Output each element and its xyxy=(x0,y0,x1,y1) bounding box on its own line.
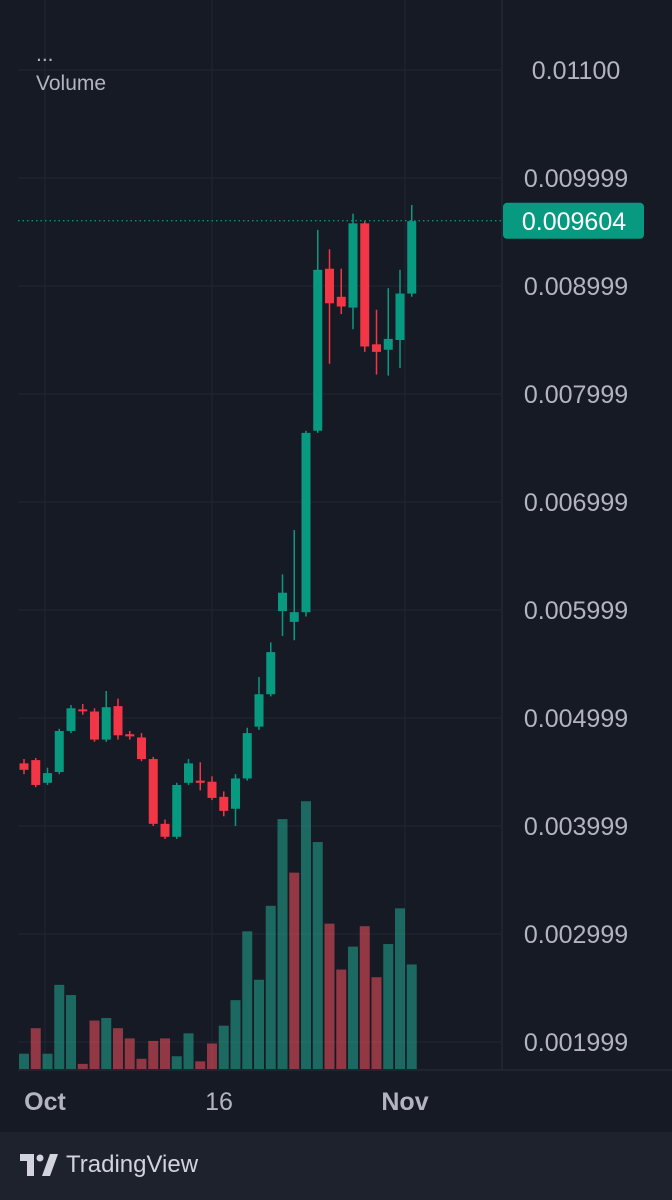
volume-bar[interactable] xyxy=(195,1061,206,1069)
y-tick-label: 0.01100 xyxy=(532,57,621,85)
candle-body[interactable] xyxy=(395,293,405,340)
candle-body[interactable] xyxy=(336,296,346,307)
candle-body[interactable] xyxy=(231,778,240,809)
candle-body[interactable] xyxy=(383,338,393,350)
y-tick-label: 0.002999 xyxy=(524,921,628,949)
time-axis[interactable] xyxy=(0,1070,672,1132)
volume-bar[interactable] xyxy=(42,1053,53,1069)
candle-body[interactable] xyxy=(172,784,182,837)
candle-body[interactable] xyxy=(219,796,229,811)
y-tick-label: 0.007999 xyxy=(524,381,628,409)
y-tick-label: 0.004999 xyxy=(524,705,628,733)
candle-body[interactable] xyxy=(19,763,29,770)
volume-bar[interactable] xyxy=(265,905,276,1069)
legend: ... Volume xyxy=(36,40,106,99)
volume-bar[interactable] xyxy=(312,842,323,1069)
footer-bar xyxy=(0,1132,672,1200)
candle-body[interactable] xyxy=(360,223,370,347)
volume-bar[interactable] xyxy=(136,1058,147,1069)
volume-bar[interactable] xyxy=(336,969,347,1069)
volume-bar[interactable] xyxy=(101,1018,112,1069)
volume-bar[interactable] xyxy=(54,984,65,1069)
candle-body[interactable] xyxy=(101,707,111,740)
volume-bar[interactable] xyxy=(207,1043,217,1070)
volume-bar[interactable] xyxy=(242,931,253,1069)
tradingview-label: TradingView xyxy=(66,1151,199,1178)
candle-body[interactable] xyxy=(113,706,123,736)
candle-body[interactable] xyxy=(254,694,264,727)
tradingview-logo-icon xyxy=(20,1154,58,1176)
volume-bar[interactable] xyxy=(359,926,370,1069)
volume-label: Volume xyxy=(36,72,107,96)
x-tick-label: 16 xyxy=(205,1088,233,1116)
y-tick-label: 0.008999 xyxy=(524,273,628,301)
volume-bar[interactable] xyxy=(395,908,405,1069)
volume-bar[interactable] xyxy=(254,979,264,1069)
candle-body[interactable] xyxy=(325,268,334,304)
candle-body[interactable] xyxy=(31,760,41,785)
candle-body[interactable] xyxy=(301,432,311,613)
volume-bar[interactable] xyxy=(77,1063,88,1069)
volume-bar[interactable] xyxy=(66,995,76,1069)
y-tick-label: 0.006999 xyxy=(524,489,628,517)
y-tick-label: 0.005999 xyxy=(524,597,628,625)
candle-body[interactable] xyxy=(372,344,381,352)
volume-bar[interactable] xyxy=(218,1025,229,1069)
volume-bar[interactable] xyxy=(324,923,335,1069)
volume-bar[interactable] xyxy=(160,1038,170,1069)
price-axis[interactable] xyxy=(502,0,672,1132)
volume-bar[interactable] xyxy=(171,1056,182,1069)
candle-body[interactable] xyxy=(207,781,217,798)
volume-bar[interactable] xyxy=(19,1053,29,1069)
volume-bar[interactable] xyxy=(348,946,358,1069)
candle-body[interactable] xyxy=(313,269,323,431)
candle-body[interactable] xyxy=(90,711,99,740)
volume-bar[interactable] xyxy=(406,964,417,1069)
candle-body[interactable] xyxy=(137,737,146,760)
legend-ellipsis[interactable]: ... xyxy=(36,43,54,66)
candle-body[interactable] xyxy=(66,708,76,731)
volume-bar[interactable] xyxy=(371,977,382,1069)
volume-bar[interactable] xyxy=(148,1040,159,1069)
candle-body[interactable] xyxy=(148,759,158,824)
last-price-tag xyxy=(503,202,644,239)
candle-body[interactable] xyxy=(407,221,417,294)
y-tick-label: 0.009999 xyxy=(524,165,628,193)
candle-body[interactable] xyxy=(278,592,287,612)
volume-bar[interactable] xyxy=(383,944,394,1069)
volume-bar[interactable] xyxy=(124,1038,135,1069)
candle-body[interactable] xyxy=(266,652,276,695)
candle-body[interactable] xyxy=(348,223,358,308)
y-tick-label: 0.001999 xyxy=(524,1029,628,1057)
candle-body[interactable] xyxy=(125,734,135,737)
candle-body[interactable] xyxy=(78,709,88,712)
volume-bar[interactable] xyxy=(230,1000,241,1069)
y-tick-label: 0.003999 xyxy=(524,813,628,841)
volume-bar[interactable] xyxy=(289,872,300,1069)
chart-svg[interactable]: 0.01100 0.009999 0.008999 0.007999 0.006999 0… xyxy=(0,0,672,1132)
volume-bar[interactable] xyxy=(113,1028,123,1069)
candle-body[interactable] xyxy=(54,730,64,772)
candle-body[interactable] xyxy=(242,733,252,779)
volume-bar[interactable] xyxy=(277,819,288,1069)
volume-bar[interactable] xyxy=(183,1033,194,1069)
candle-body[interactable] xyxy=(195,780,205,783)
x-tick-label: Oct xyxy=(24,1088,66,1116)
volume-bar[interactable] xyxy=(30,1028,41,1069)
candle-body[interactable] xyxy=(184,763,193,783)
volume-bar[interactable] xyxy=(89,1020,100,1069)
x-tick-label: Nov xyxy=(381,1088,428,1116)
candle-body[interactable] xyxy=(160,823,170,837)
last-price-tag-label: 0.009604 xyxy=(522,208,626,236)
volume-bar[interactable] xyxy=(301,801,311,1069)
tradingview-brand[interactable]: TradingView xyxy=(20,1151,198,1179)
candle-body[interactable] xyxy=(43,773,52,783)
candle-body[interactable] xyxy=(289,612,299,622)
